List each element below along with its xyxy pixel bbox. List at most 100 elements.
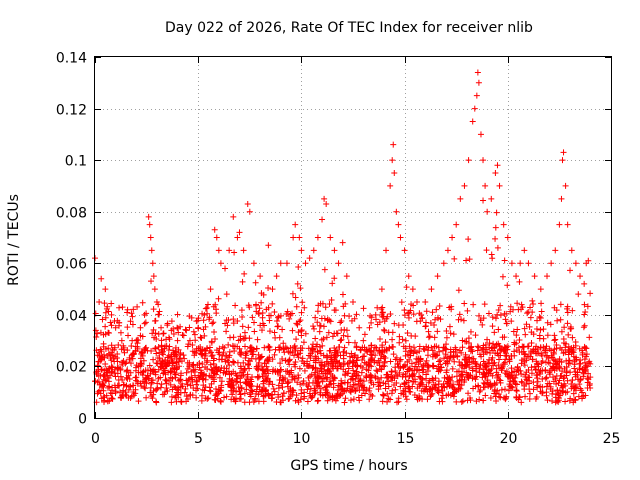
data-point bbox=[298, 327, 305, 334]
data-point bbox=[369, 393, 376, 400]
data-point bbox=[516, 394, 523, 401]
data-point bbox=[130, 382, 137, 389]
data-point bbox=[340, 348, 347, 355]
data-point bbox=[124, 367, 131, 374]
data-point bbox=[295, 263, 302, 270]
data-point bbox=[359, 344, 366, 351]
data-point bbox=[402, 348, 409, 355]
data-point bbox=[99, 316, 106, 323]
data-point bbox=[111, 358, 118, 365]
data-point bbox=[94, 352, 101, 359]
data-point bbox=[283, 345, 290, 352]
data-point bbox=[432, 381, 439, 388]
data-point bbox=[246, 335, 253, 342]
data-point bbox=[247, 344, 254, 351]
data-point bbox=[586, 334, 593, 341]
axis-ticks: 0 0.02 0.04 0.06 0.08 0.1 0.12 0.14 0 5 10 15 20 25 bbox=[56, 51, 621, 448]
data-point bbox=[141, 346, 148, 353]
data-point bbox=[437, 316, 444, 323]
data-point bbox=[357, 363, 364, 370]
data-point bbox=[111, 344, 118, 351]
data-point bbox=[188, 314, 195, 321]
data-point bbox=[540, 344, 547, 351]
data-point bbox=[402, 337, 409, 344]
data-point bbox=[390, 344, 397, 351]
data-point bbox=[97, 390, 104, 397]
data-point bbox=[109, 390, 116, 397]
data-point bbox=[232, 395, 239, 402]
data-point bbox=[255, 362, 262, 369]
data-point bbox=[317, 322, 324, 329]
data-point bbox=[376, 347, 383, 354]
data-point bbox=[536, 313, 543, 320]
y-tick-label: 0.08 bbox=[56, 206, 87, 222]
data-point bbox=[117, 329, 124, 336]
data-point bbox=[401, 307, 408, 314]
data-point bbox=[95, 378, 102, 385]
data-point bbox=[486, 350, 493, 357]
data-point bbox=[358, 369, 365, 376]
data-point bbox=[466, 256, 473, 263]
data-point bbox=[386, 344, 393, 351]
data-point bbox=[360, 378, 367, 385]
data-point bbox=[407, 347, 414, 354]
data-point bbox=[102, 314, 109, 321]
data-point bbox=[504, 346, 511, 353]
data-point bbox=[504, 282, 511, 289]
data-point bbox=[484, 336, 491, 343]
data-point bbox=[484, 379, 491, 386]
data-point bbox=[143, 394, 150, 401]
y-tick-label: 0.12 bbox=[56, 103, 87, 119]
data-point bbox=[544, 380, 551, 387]
data-point bbox=[516, 278, 523, 285]
data-point bbox=[552, 394, 559, 401]
data-point bbox=[207, 388, 214, 395]
data-point bbox=[304, 358, 311, 365]
data-point bbox=[318, 365, 325, 372]
data-point bbox=[368, 374, 375, 381]
data-point bbox=[102, 360, 109, 367]
data-point bbox=[180, 332, 187, 339]
data-point bbox=[560, 375, 567, 382]
data-point bbox=[491, 329, 498, 336]
data-point bbox=[535, 361, 542, 368]
data-point bbox=[410, 378, 417, 385]
data-point bbox=[315, 397, 322, 404]
data-point bbox=[585, 257, 592, 264]
data-point bbox=[398, 390, 405, 397]
data-point bbox=[430, 363, 437, 370]
data-point bbox=[108, 394, 115, 401]
data-point bbox=[401, 312, 408, 319]
data-point bbox=[108, 369, 115, 376]
data-point bbox=[261, 368, 268, 375]
data-point bbox=[94, 362, 101, 369]
data-point bbox=[236, 388, 243, 395]
data-point bbox=[416, 310, 423, 317]
data-point bbox=[338, 318, 345, 325]
data-point bbox=[210, 370, 217, 377]
data-point bbox=[102, 286, 109, 293]
data-point bbox=[568, 325, 575, 332]
data-point bbox=[347, 357, 354, 364]
data-point bbox=[381, 327, 388, 334]
data-point bbox=[482, 392, 489, 399]
data-point bbox=[319, 378, 326, 385]
data-point bbox=[312, 335, 319, 342]
data-point bbox=[115, 342, 122, 349]
data-point bbox=[239, 369, 246, 376]
data-point bbox=[332, 358, 339, 365]
data-point bbox=[331, 247, 338, 254]
data-point bbox=[416, 343, 423, 350]
data-point bbox=[407, 352, 414, 359]
data-point bbox=[584, 363, 591, 370]
data-point bbox=[505, 387, 512, 394]
data-point bbox=[369, 357, 376, 364]
data-point bbox=[533, 358, 540, 365]
y-tick-label: 0.06 bbox=[56, 257, 87, 273]
data-point bbox=[352, 387, 359, 394]
data-point bbox=[258, 299, 265, 306]
data-point bbox=[208, 338, 215, 345]
data-point bbox=[318, 375, 325, 382]
data-point bbox=[461, 300, 468, 307]
data-point bbox=[320, 323, 327, 330]
